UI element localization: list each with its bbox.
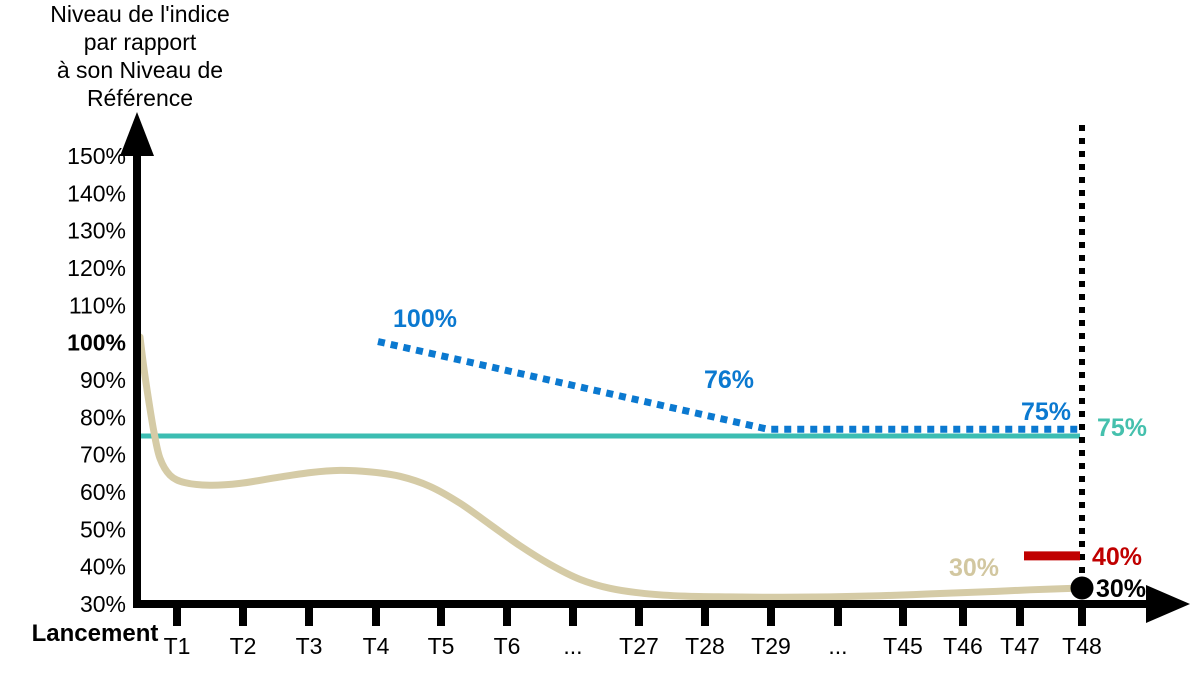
x-tick-label: T1 [164,633,191,659]
y-tick-label: 70% [80,442,126,468]
level-40-label: 40% [1092,543,1142,571]
x-tick-label: ... [828,633,847,659]
y-axis-arrow [120,112,154,156]
x-tick-label: T4 [363,633,390,659]
y-axis-title-line: Référence [86,85,194,112]
y-axis-title-line: par rapport [83,29,197,56]
reference-line-label: 76% [704,366,754,394]
y-tick-label: 130% [67,218,126,244]
barrier-75-label: 75% [1097,414,1147,442]
x-axis-arrow [1146,585,1190,623]
y-tick-label: 90% [80,367,126,393]
y-tick-label: 120% [67,255,126,281]
final-level-label: 30% [1096,575,1146,603]
y-tick-label: 30% [80,591,126,617]
y-tick-label: 80% [80,404,126,430]
x-tick-label: T48 [1062,633,1102,659]
y-axis-title-line: Niveau de l'indice [50,1,230,27]
y-axis-title: Niveau de l'indice par rapport à son Niv… [0,0,280,112]
x-tick-label: T6 [494,633,521,659]
y-tick-label: 60% [80,479,126,505]
x-tick-label: T27 [619,633,659,659]
x-tick-label: T3 [296,633,323,659]
reference-dotted-line [377,338,1078,433]
reference-line-label: 100% [393,305,457,333]
y-tick-label: 150% [67,143,126,169]
x-tick-label: T28 [685,633,725,659]
x-tick-label: T29 [751,633,791,659]
y-tick-label: 100% [67,330,126,356]
y-tick-label: 140% [67,180,126,206]
y-tick-label: 40% [80,554,126,580]
launch-label: Lancement [32,620,159,647]
y-tick-label: 50% [80,516,126,542]
index-level-curve [136,333,1086,601]
y-tick-label: 110% [69,292,126,318]
x-tick-label: T5 [428,633,455,659]
index-curve-label: 30% [949,554,999,582]
final-level-dot [1070,576,1094,600]
x-tick-label: T2 [230,633,257,659]
reference-line-label: 75% [1021,398,1071,426]
x-tick-label: T45 [883,633,923,659]
x-tick-label: T47 [1000,633,1040,659]
y-axis-title-line: à son Niveau de [56,57,224,84]
x-tick-label: ... [563,633,582,659]
x-tick-label: T46 [943,633,983,659]
